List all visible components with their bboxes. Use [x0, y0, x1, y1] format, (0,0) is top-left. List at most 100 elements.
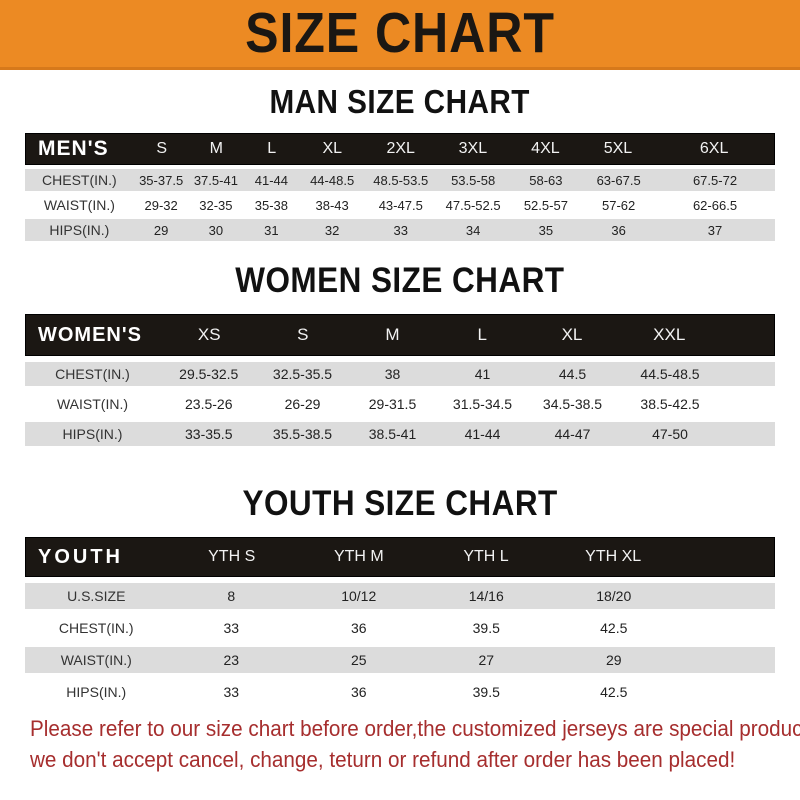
size-cell: 8: [227, 588, 236, 604]
size-cell: 38.5-42.5: [640, 396, 700, 412]
row-label: HIPS(IN.): [49, 222, 110, 238]
size-cell: 10/12: [341, 588, 377, 604]
size-cell: 18/20: [596, 588, 632, 604]
size-cell: 44-47: [554, 426, 591, 442]
size-cell: 42.5: [600, 684, 628, 700]
size-cell: 35.5-38.5: [272, 426, 333, 442]
women-section: WOMEN SIZE CHART WOMEN'S XS S M L XL XXL…: [0, 263, 800, 446]
size-cell: 38: [384, 366, 401, 382]
size-cell: 35-37.5: [139, 172, 184, 188]
size-cell: 57-62: [602, 197, 636, 213]
size-cell: 32-35: [199, 197, 233, 213]
size-cell: 41-44: [464, 426, 501, 442]
youth-section-title-text: YOUTH SIZE CHART: [242, 484, 558, 523]
column-header: XS: [197, 325, 221, 344]
size-cell: 36: [350, 620, 367, 636]
women-section-title: WOMEN SIZE CHART: [0, 263, 800, 298]
size-cell: 27: [478, 652, 495, 668]
women-table-header-row: WOMEN'S XS S M L XL XXL: [25, 314, 775, 356]
men-size-table: MEN'S S M L XL 2XL 3XL 4XL 5XL 6XL CHEST…: [25, 133, 775, 241]
size-cell: 33-35.5: [185, 426, 233, 442]
size-cell: 43-47.5: [378, 197, 423, 213]
column-header: S: [297, 325, 309, 344]
column-header: YTH M: [333, 548, 384, 565]
size-cell: 42.5: [600, 620, 628, 636]
size-cell: 35: [538, 222, 554, 238]
page-title: SIZE CHART: [245, 1, 555, 65]
men-section-title: MAN SIZE CHART: [0, 85, 800, 118]
table-row: WAIST(IN.) 23.5-26 26-29 29-31.5 31.5-34…: [25, 392, 775, 416]
youth-size-table: YOUTH YTH S YTH M YTH L YTH XL U.S.SIZE …: [25, 537, 775, 705]
size-cell: 30: [208, 222, 224, 238]
size-cell: 41: [474, 366, 491, 382]
size-cell: 32: [324, 222, 340, 238]
size-cell: 29: [153, 222, 169, 238]
size-cell: 29-32: [144, 197, 178, 213]
table-row: WAIST(IN.) 29-32 32-35 35-38 38-43 43-47…: [25, 194, 775, 216]
row-label: CHEST(IN.): [55, 366, 130, 382]
row-label: WAIST(IN.): [56, 396, 129, 412]
row-label: WAIST(IN.): [43, 197, 115, 213]
column-header: 2XL: [386, 140, 415, 157]
size-cell: 37: [707, 222, 723, 238]
table-row: U.S.SIZE 8 10/12 14/16 18/20: [25, 583, 775, 609]
column-header: L: [477, 325, 487, 344]
column-header: XL: [561, 325, 583, 344]
column-header: M: [209, 140, 223, 157]
table-row: HIPS(IN.) 29 30 31 32 33 34 35 36 37: [25, 219, 775, 241]
size-cell: 38.5-41: [368, 426, 417, 442]
size-cell: 32.5-35.5: [272, 366, 333, 382]
column-header: XL: [322, 140, 343, 157]
size-cell: 44.5: [558, 366, 587, 382]
youth-section-title: YOUTH SIZE CHART: [0, 486, 800, 521]
size-cell: 41-44: [254, 172, 288, 188]
column-header: L: [267, 140, 277, 157]
size-cell: 23: [223, 652, 240, 668]
row-label: CHEST(IN.): [42, 172, 117, 188]
women-size-table: WOMEN'S XS S M L XL XXL CHEST(IN.) 29.5-…: [25, 314, 775, 446]
column-header: 6XL: [699, 140, 729, 157]
table-row: CHEST(IN.) 29.5-32.5 32.5-35.5 38 41 44.…: [25, 362, 775, 386]
size-cell: 26-29: [284, 396, 321, 412]
youth-table-header-row: YOUTH YTH S YTH M YTH L YTH XL: [25, 537, 775, 577]
column-header: 3XL: [458, 140, 488, 157]
table-row: CHEST(IN.) 35-37.5 37.5-41 41-44 44-48.5…: [25, 169, 775, 191]
column-header: 5XL: [603, 140, 633, 157]
size-cell: 34: [465, 222, 481, 238]
column-header: M: [385, 325, 400, 344]
size-cell: 39.5: [472, 684, 500, 700]
size-cell: 62-66.5: [692, 197, 738, 213]
size-cell: 36: [611, 222, 626, 238]
size-cell: 67.5-72: [692, 172, 738, 188]
men-table-header-row: MEN'S S M L XL 2XL 3XL 4XL 5XL 6XL: [25, 133, 775, 165]
size-cell: 39.5: [472, 620, 500, 636]
table-row: WAIST(IN.) 23 25 27 29: [25, 647, 775, 673]
table-row: HIPS(IN.) 33 36 39.5 42.5: [25, 679, 775, 705]
size-cell: 52.5-57: [523, 197, 568, 213]
youth-table-title-cell: YOUTH: [38, 545, 123, 568]
size-cell: 31.5-34.5: [452, 396, 513, 412]
size-cell: 38-43: [315, 197, 349, 213]
column-header: YTH S: [208, 548, 256, 565]
row-label: CHEST(IN.): [58, 620, 134, 636]
size-cell: 47-50: [652, 426, 688, 442]
banner: SIZE CHART: [0, 0, 800, 70]
size-cell: 29.5-32.5: [179, 366, 239, 382]
women-section-title-text: WOMEN SIZE CHART: [235, 261, 565, 300]
size-cell: 63-67.5: [596, 172, 641, 188]
table-row: CHEST(IN.) 33 36 39.5 42.5: [25, 615, 775, 641]
row-label: U.S.SIZE: [67, 588, 126, 604]
size-cell: 14/16: [468, 588, 504, 604]
size-cell: 29-31.5: [368, 396, 417, 412]
size-cell: 44.5-48.5: [640, 366, 700, 382]
column-header: YTH XL: [585, 548, 642, 565]
row-label: WAIST(IN.): [60, 652, 132, 668]
size-cell: 53.5-58: [451, 172, 496, 188]
row-label: HIPS(IN.): [62, 426, 123, 442]
column-header: YTH L: [463, 548, 509, 565]
size-cell: 29: [605, 652, 622, 668]
size-cell: 58-63: [529, 172, 563, 188]
size-cell: 33: [223, 620, 240, 636]
size-cell: 36: [350, 684, 367, 700]
